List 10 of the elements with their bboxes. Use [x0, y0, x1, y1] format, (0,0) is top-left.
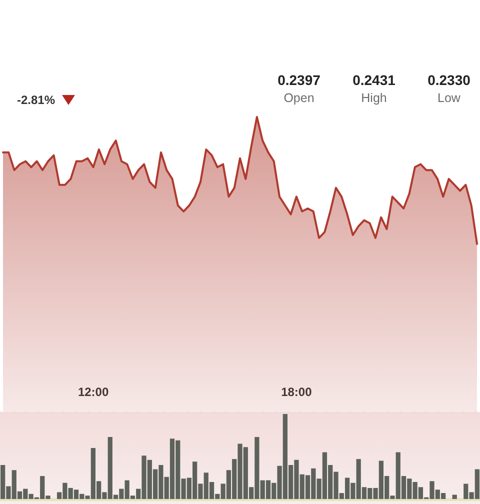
- text: -2.81%: [17, 93, 56, 107]
- x-tick-label: 12:00: [78, 385, 109, 399]
- x-tick-label: 18:00: [281, 385, 312, 399]
- text: 0.2431: [352, 72, 396, 89]
- text: Low: [436, 91, 462, 106]
- bar: [452, 494, 457, 499]
- text: 0.2397: [276, 72, 322, 89]
- text: High: [360, 91, 388, 106]
- text: 0.2330: [426, 72, 472, 89]
- text: Open: [282, 91, 316, 106]
